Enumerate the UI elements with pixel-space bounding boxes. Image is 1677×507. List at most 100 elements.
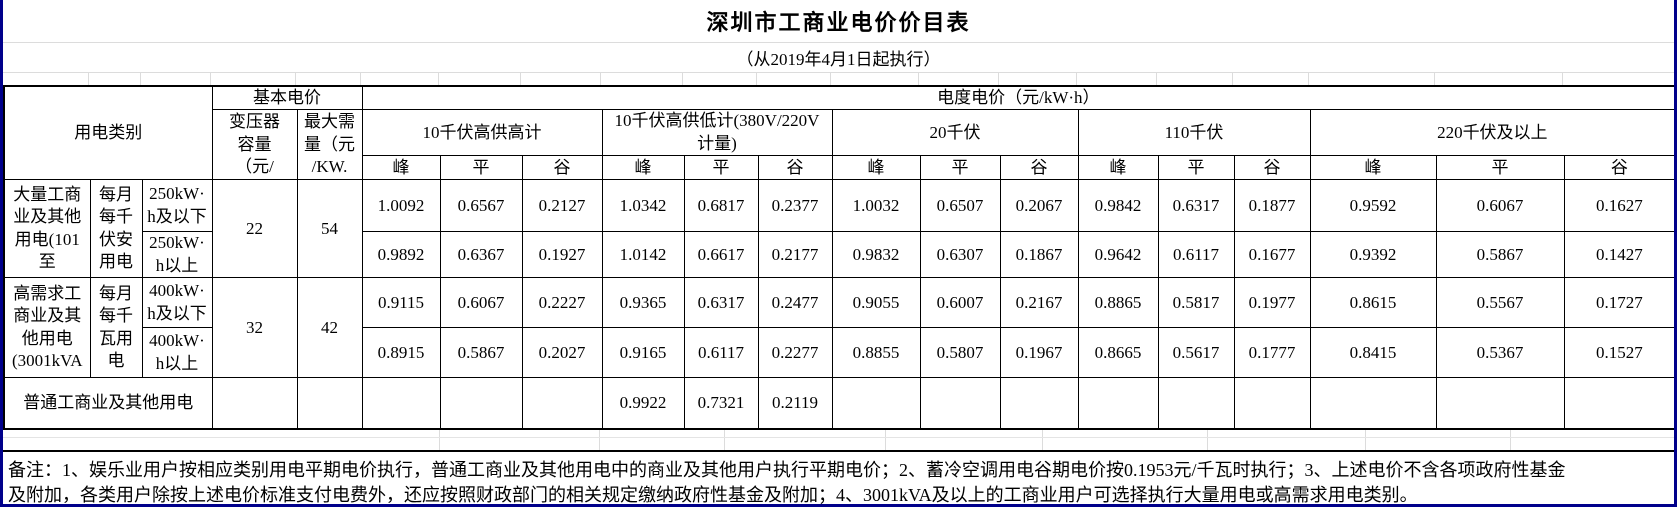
price-cell: [361, 377, 441, 430]
page-title: 深圳市工商业电价价目表: [3, 0, 1674, 43]
header-peak: 峰: [1077, 155, 1159, 181]
header-usage-category: 用电类别: [3, 85, 213, 181]
price-cell: 0.6117: [683, 327, 759, 379]
price-cell: 0.1427: [1563, 231, 1674, 279]
price-cell: 1.0032: [831, 179, 921, 233]
price-cell: [1077, 377, 1159, 430]
price-cell: 0.1777: [1233, 327, 1311, 379]
header-peak: 峰: [361, 155, 441, 181]
price-cell: 0.6617: [683, 231, 759, 279]
price-cell: 0.9832: [831, 231, 921, 279]
header-voltage-10kv-low: 10千伏高供低计(380V/220V 计量): [601, 109, 833, 157]
billing-basis-cell: 每月 每千 瓦用 电: [89, 277, 143, 379]
price-cell: 0.1967: [999, 327, 1079, 379]
price-cell: 0.6317: [1157, 179, 1235, 233]
header-basic-price: 基本电价: [211, 85, 363, 111]
header-flat: 平: [439, 155, 523, 181]
header-max-demand: 最大需 量（元 /KW.: [296, 109, 363, 181]
price-cell: 1.0142: [601, 231, 685, 279]
price-cell: 0.2027: [521, 327, 603, 379]
price-cell: 0.5867: [439, 327, 523, 379]
price-cell: 0.8665: [1077, 327, 1159, 379]
price-cell: 0.9922: [601, 377, 685, 430]
price-cell: 0.9392: [1309, 231, 1437, 279]
price-cell: 0.2067: [999, 179, 1079, 233]
price-table: 用电类别 基本电价 电度电价（元/kW·h） 变压器 容量 （元/ 最大需 量（…: [3, 85, 1674, 430]
price-cell: 0.7321: [683, 377, 759, 430]
price-cell: 0.2227: [521, 277, 603, 329]
price-cell: 0.2477: [757, 277, 833, 329]
price-cell: [1233, 377, 1311, 430]
price-cell: 0.2177: [757, 231, 833, 279]
price-cell: 0.6817: [683, 179, 759, 233]
price-cell: 0.2167: [999, 277, 1079, 329]
header-transformer-capacity: 变压器 容量 （元/: [211, 109, 298, 181]
max-demand-value: [296, 377, 363, 430]
billing-basis-cell: 每月 每千 伏安 用电: [89, 179, 143, 279]
max-demand-value: 42: [296, 277, 363, 379]
header-valley: 谷: [999, 155, 1079, 181]
header-valley: 谷: [757, 155, 833, 181]
gridline-spacer: [3, 73, 1674, 85]
transformer-capacity-value: 22: [211, 179, 298, 279]
header-peak: 峰: [831, 155, 921, 181]
price-cell: 0.6567: [439, 179, 523, 233]
page-subtitle: （从2019年4月1日起执行）: [3, 43, 1674, 73]
price-cell: 0.1977: [1233, 277, 1311, 329]
price-cell: 0.9115: [361, 277, 441, 329]
price-cell: [1435, 377, 1565, 430]
price-cell: 0.6007: [919, 277, 1001, 329]
price-cell: 0.8855: [831, 327, 921, 379]
header-valley: 谷: [521, 155, 603, 181]
price-cell: 0.1877: [1233, 179, 1311, 233]
header-peak: 峰: [601, 155, 685, 181]
transformer-capacity-value: [211, 377, 298, 430]
header-flat: 平: [683, 155, 759, 181]
footnote-text: 备注：1、娱乐业用户按相应类别用电平期电价执行，普通工商业及其他用电中的商业及其…: [3, 449, 1674, 504]
tier-cell: 400kW· h及以下: [141, 277, 213, 329]
category-name-cell: 普通工商业及其他用电: [3, 377, 213, 430]
price-cell: 0.5807: [919, 327, 1001, 379]
header-flat: 平: [1435, 155, 1565, 181]
header-flat: 平: [919, 155, 1001, 181]
transformer-capacity-value: 32: [211, 277, 298, 379]
tier-cell: 400kW· h以上: [141, 327, 213, 379]
price-cell: 0.6067: [439, 277, 523, 329]
price-cell: [831, 377, 921, 430]
header-flat: 平: [1157, 155, 1235, 181]
header-valley: 谷: [1233, 155, 1311, 181]
price-cell: [999, 377, 1079, 430]
price-cell: [919, 377, 1001, 430]
price-cell: 0.5617: [1157, 327, 1235, 379]
price-cell: [439, 377, 523, 430]
price-cell: 0.8915: [361, 327, 441, 379]
header-peak: 峰: [1309, 155, 1437, 181]
price-cell: 0.6507: [919, 179, 1001, 233]
price-cell: 0.9365: [601, 277, 685, 329]
gridline-spacer: [3, 429, 1674, 450]
price-cell: 0.1867: [999, 231, 1079, 279]
price-cell: [1309, 377, 1437, 430]
header-voltage-220kv: 220千伏及以上: [1309, 109, 1674, 157]
price-cell: 0.9055: [831, 277, 921, 329]
price-cell: 0.1927: [521, 231, 603, 279]
header-voltage-10kv-high: 10千伏高供高计: [361, 109, 603, 157]
price-cell: 0.2119: [757, 377, 833, 430]
max-demand-value: 54: [296, 179, 363, 279]
price-cell: 0.9165: [601, 327, 685, 379]
price-cell: 0.5367: [1435, 327, 1565, 379]
tier-cell: 250kW· h及以下: [141, 179, 213, 233]
category-name-cell: 大量工商 业及其他 用电(101 至: [3, 179, 91, 279]
price-cell: 0.8615: [1309, 277, 1437, 329]
price-cell: 0.9642: [1077, 231, 1159, 279]
price-cell: 0.1527: [1563, 327, 1674, 379]
price-cell: 0.8415: [1309, 327, 1437, 379]
tier-cell: 250kW· h以上: [141, 231, 213, 279]
price-cell: 0.2127: [521, 179, 603, 233]
price-cell: 0.2277: [757, 327, 833, 379]
price-cell: 0.1627: [1563, 179, 1674, 233]
category-name-cell: 高需求工 商业及其 他用电 (3001kVA: [3, 277, 91, 379]
price-cell: 0.6307: [919, 231, 1001, 279]
price-cell: 0.5817: [1157, 277, 1235, 329]
